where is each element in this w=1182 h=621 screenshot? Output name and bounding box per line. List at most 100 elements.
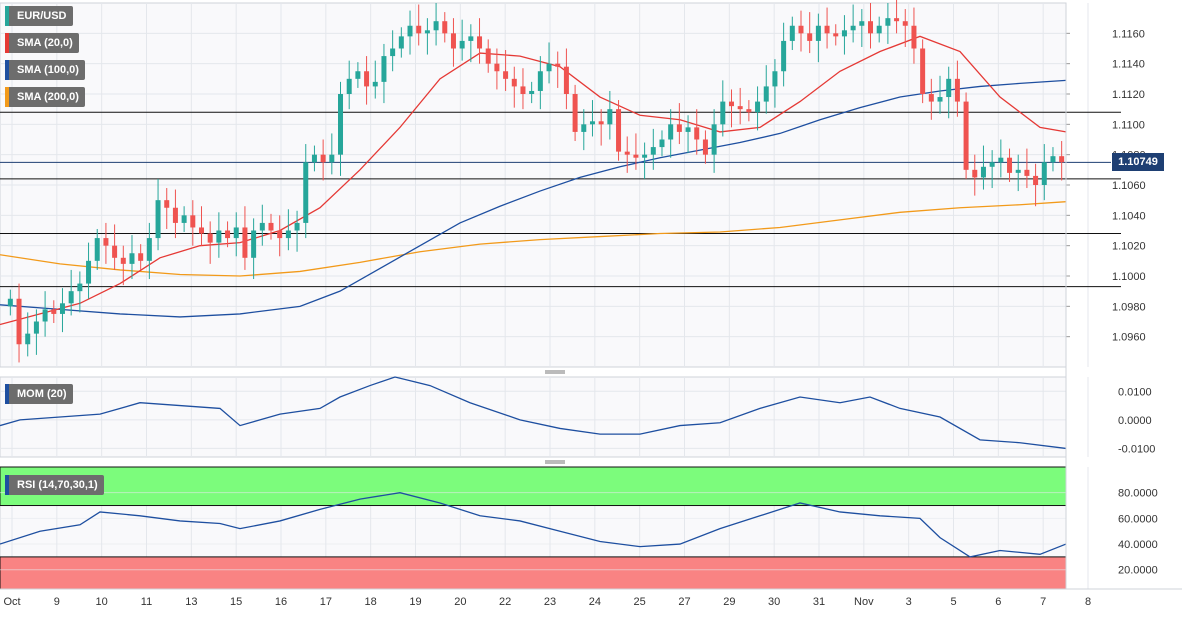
candle-body [902, 21, 908, 26]
price-tick-label: 1.1100 [1112, 119, 1145, 131]
candle-body [989, 162, 995, 167]
candle-body [251, 230, 257, 258]
mom-tick-label: -0.0100 [1118, 443, 1155, 455]
price-tick-label: 1.1040 [1112, 210, 1146, 222]
mom-tick-label: 0.0000 [1118, 415, 1152, 427]
candle-body [668, 124, 674, 140]
candle-body [155, 200, 161, 239]
candle-body [998, 157, 1004, 163]
candle-body [659, 139, 665, 148]
candle-body [129, 253, 135, 264]
candle-body [294, 222, 300, 231]
candle-body [268, 222, 274, 231]
candle-body [954, 78, 960, 102]
candle-body [1007, 157, 1013, 173]
candle-body [1024, 169, 1030, 176]
rsi-tag-label: RSI (14,70,30,1) [17, 479, 98, 491]
candle-body [138, 253, 144, 261]
candle-body [477, 36, 483, 49]
candle-body [190, 215, 196, 228]
candle-body [598, 121, 604, 125]
candle-body [607, 109, 613, 125]
candle-body [346, 78, 352, 94]
x-tick-label: 22 [499, 596, 511, 608]
candle-body [876, 25, 882, 34]
candle-body [589, 121, 595, 125]
candle-body [468, 36, 474, 41]
price-tick-label: 1.1120 [1112, 89, 1145, 101]
candle-body [216, 230, 222, 243]
candle-body [311, 154, 317, 163]
candle-body [103, 238, 109, 246]
candle-body [59, 303, 65, 314]
candle-body [398, 36, 404, 49]
candle-body [494, 63, 500, 72]
x-tick-label: 13 [185, 596, 197, 608]
momentum-panel [0, 376, 1067, 458]
momentum-line [0, 376, 1067, 450]
mom-tag-label: MOM (20) [17, 388, 67, 400]
rsi-tick-label: 80.0000 [1118, 488, 1158, 500]
candle-body [572, 94, 578, 132]
candle-body [1041, 162, 1047, 185]
candle-body [277, 230, 283, 239]
rsi-tag: RSI (14,70,30,1) [5, 475, 104, 495]
candle-body [146, 238, 152, 261]
x-tick-label: 7 [1040, 596, 1046, 608]
candle-body [650, 147, 656, 155]
x-tick-label: 20 [454, 596, 466, 608]
candle-body [42, 309, 48, 322]
candle-body [1059, 156, 1065, 163]
candle-body [555, 63, 561, 67]
candle-body [946, 78, 952, 98]
candle-body [563, 66, 569, 94]
candle-body [285, 230, 291, 239]
candle-body [16, 298, 22, 345]
rsi-tick-label: 20.0000 [1118, 565, 1158, 577]
candle-body [676, 124, 682, 132]
candle-body [624, 151, 630, 155]
candle-body [511, 78, 517, 87]
rsi-tick-label: 60.0000 [1118, 513, 1158, 525]
x-tick-label: Oct [3, 596, 20, 608]
x-tick-label: 30 [768, 596, 780, 608]
candle-body [77, 283, 83, 292]
candle-body [529, 90, 535, 94]
mom-tag: MOM (20) [5, 384, 73, 404]
candle-body [68, 291, 74, 304]
candle-body [824, 25, 830, 34]
rsi-line [0, 492, 1067, 558]
candle-body [120, 257, 126, 264]
x-tick-label: 27 [678, 596, 690, 608]
candle-body [728, 101, 734, 107]
price-tick-label: 1.1140 [1112, 59, 1145, 71]
candle-body [763, 86, 769, 102]
candle-body [781, 40, 787, 72]
x-tick-label: 18 [365, 596, 377, 608]
sma20-tag: SMA (20,0) [5, 33, 79, 53]
candle-body [450, 33, 456, 49]
candle-body [172, 207, 178, 223]
candle-body [980, 166, 986, 178]
x-tick-label: 25 [634, 596, 646, 608]
price-tick-label: 1.0980 [1112, 301, 1146, 313]
candle-body [798, 25, 804, 34]
x-tick-label: 16 [275, 596, 287, 608]
candle-body [833, 33, 839, 37]
candle-body [459, 40, 465, 49]
candle-body [364, 71, 370, 87]
candle-body [329, 154, 335, 163]
candle-body [94, 238, 100, 261]
x-tick-label: 17 [320, 596, 332, 608]
price-tick-label: 1.1020 [1112, 241, 1146, 253]
current-price-badge: 1.10749 [1112, 153, 1164, 171]
symbol-tag-label: EUR/USD [17, 10, 67, 22]
candle-body [433, 21, 439, 31]
candle-body [850, 25, 856, 31]
candle-body [390, 48, 396, 57]
x-tick-label: 23 [544, 596, 556, 608]
candle-body [338, 94, 344, 155]
price-tick-label: 1.0960 [1112, 332, 1146, 344]
x-tick-label: 24 [589, 596, 601, 608]
